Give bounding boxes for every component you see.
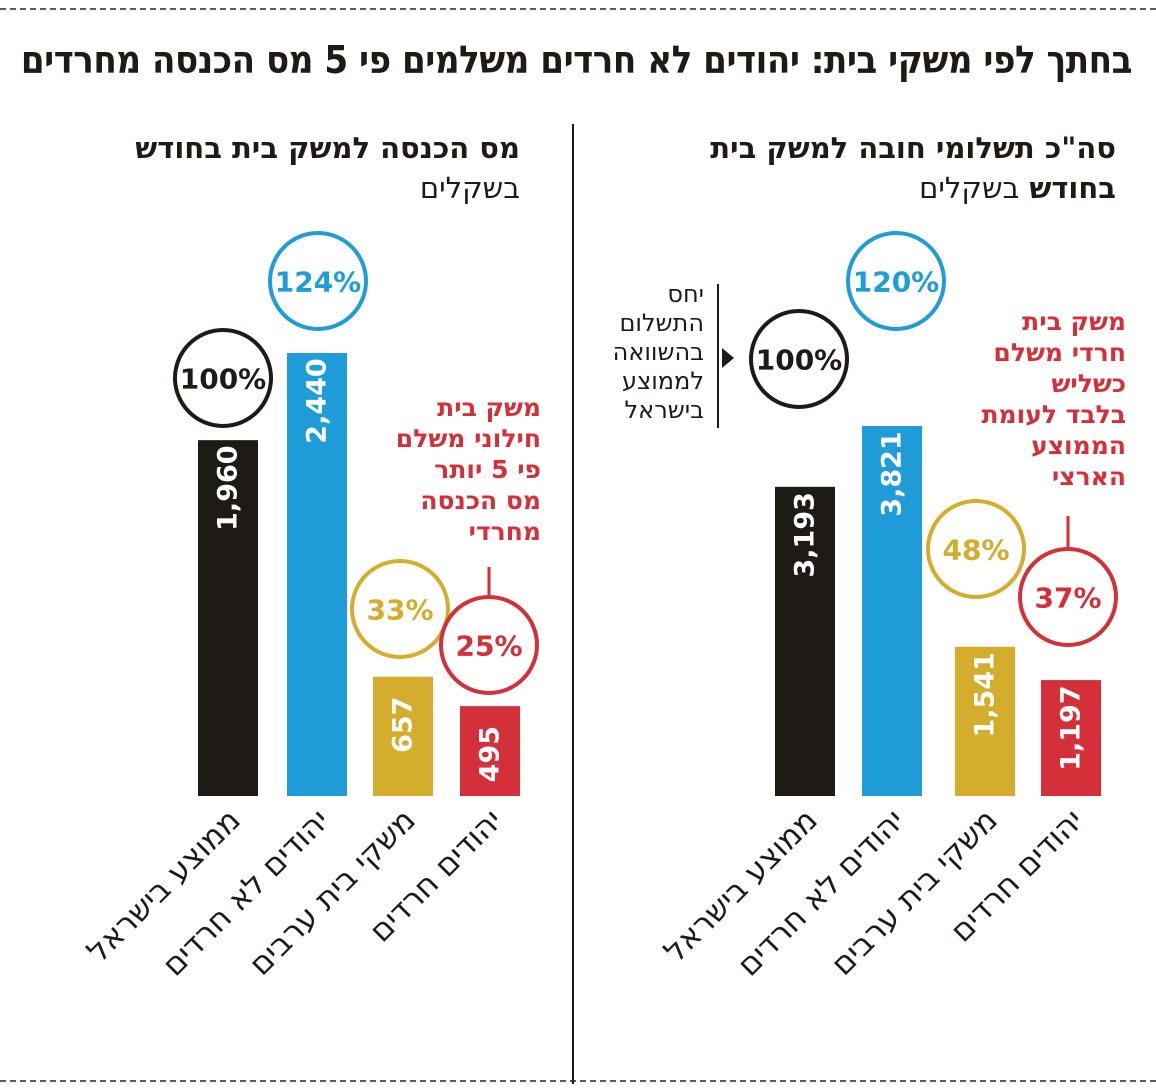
right-bar <box>775 486 835 796</box>
right-panel-note: משק בית חרדי משלם כשליש בלבד לעומת הממוצ… <box>981 307 1126 491</box>
left-bar <box>373 676 433 796</box>
panel-divider <box>572 124 574 1084</box>
right-percent-label: 120% <box>853 266 940 299</box>
left-bar-value-label: 1,960 <box>213 445 244 530</box>
left-percent-label: 124% <box>275 266 362 299</box>
right-panel-title-bold: סה"כ תשלומי חובה למשק בית בחודש <box>710 131 1116 205</box>
right-percent-label: 100% <box>756 344 843 377</box>
bottom-dashed-divider <box>0 1080 1156 1082</box>
left-percent-circle <box>268 231 368 331</box>
right-bar <box>862 426 922 796</box>
page-title: בחתך לפי משקי בית: יהודים לא חרדים משלמי… <box>20 38 1133 82</box>
right-bar-value-label: 3,193 <box>790 492 821 577</box>
left-bar <box>198 440 258 796</box>
ratio-pointer-icon <box>722 348 734 368</box>
left-bar-value-label: 657 <box>388 697 419 753</box>
right-panel-title-unit: בשקלים <box>919 171 1020 205</box>
right-percent-label: 37% <box>1034 582 1101 615</box>
right-bar-value-label: 1,541 <box>970 652 1001 737</box>
left-bar-value-label: 495 <box>475 726 506 782</box>
left-bar <box>287 353 347 796</box>
left-bar-value-label: 2,440 <box>302 358 333 443</box>
left-percent-label: 33% <box>366 594 433 627</box>
left-percent-label: 100% <box>180 363 267 396</box>
left-panel-title-bold: מס הכנסה למשק בית בחודש <box>135 131 520 165</box>
right-bar <box>955 646 1015 796</box>
right-percent-circle <box>926 499 1026 599</box>
left-panel-title: מס הכנסה למשק בית בחודש בשקלים <box>60 128 520 208</box>
right-percent-circle <box>846 231 946 331</box>
right-bar-value-label: 3,821 <box>877 431 908 516</box>
left-panel-note: משק בית חילוני משלם פי 5 יותר מס הכנסה מ… <box>395 393 541 546</box>
left-percent-circle <box>173 328 273 428</box>
top-dashed-divider <box>0 8 1156 10</box>
right-percent-circle <box>749 309 849 409</box>
left-category-label: ממוצע בישראל <box>80 802 247 969</box>
right-bar <box>1041 680 1101 796</box>
ratio-annotation: יחס התשלום בהשוואה לממוצע בישראל <box>612 280 704 424</box>
left-percent-circle <box>350 559 450 659</box>
right-category-label: ממוצע בישראל <box>657 802 824 969</box>
left-panel-title-unit: בשקלים <box>419 171 520 205</box>
right-bar-value-label: 1,197 <box>1056 685 1087 770</box>
left-percent-label: 25% <box>455 630 522 663</box>
right-percent-label: 48% <box>942 534 1009 567</box>
right-panel-title: סה"כ תשלומי חובה למשק בית בחודש בשקלים <box>616 128 1116 208</box>
left-bar <box>460 706 520 796</box>
